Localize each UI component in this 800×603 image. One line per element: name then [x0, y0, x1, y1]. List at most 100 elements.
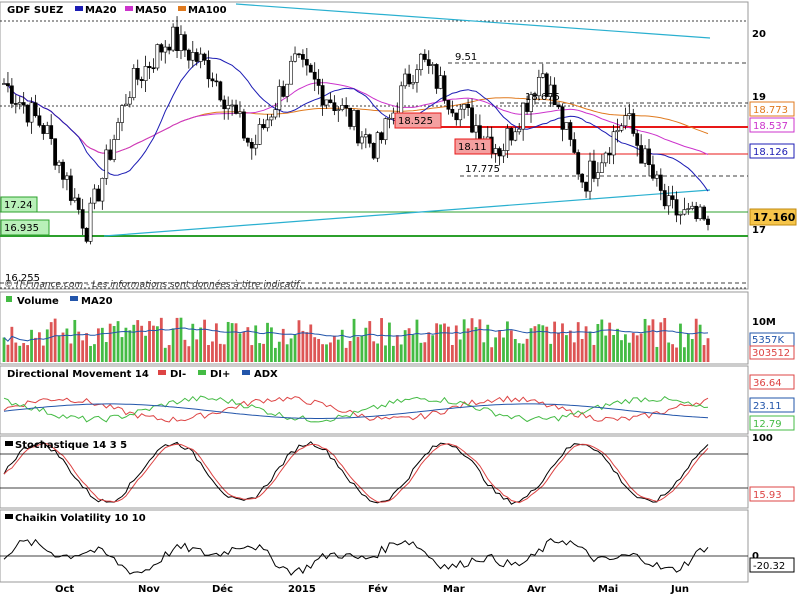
candle-body [234, 104, 238, 114]
volume-bar [423, 342, 427, 362]
candle-body [33, 102, 38, 117]
candle-body [6, 83, 10, 87]
candle-body [356, 110, 360, 144]
candle-body [454, 112, 459, 121]
volume-axis: 10M [752, 317, 776, 328]
candle-body [615, 129, 620, 133]
volume-legend-swatch [6, 296, 12, 302]
candle-body [214, 80, 219, 83]
candle-body [399, 85, 404, 115]
volume-bar [419, 342, 423, 362]
volume-bar [683, 347, 686, 362]
candle-body [9, 85, 14, 104]
candle-body [230, 104, 235, 107]
watermark: © IT-Finance.com - Les informations sont… [4, 279, 302, 290]
volume-bar [620, 340, 623, 362]
candle-body [61, 161, 65, 180]
candle-body [592, 160, 596, 179]
x-label-dec: Déc [212, 583, 233, 595]
candle-body [352, 110, 356, 127]
dmi-badge-adx [749, 397, 795, 413]
candle-body [289, 60, 294, 85]
volume-bar [631, 332, 635, 362]
candle-body [336, 109, 341, 111]
volume-bar [616, 328, 619, 362]
candle-body [674, 199, 679, 216]
candle-body [80, 209, 85, 229]
candle-body [304, 59, 309, 66]
volume-bar [549, 343, 553, 362]
price-tick-19: 19 [752, 92, 766, 103]
candle-body [245, 137, 250, 143]
candle-body [367, 134, 372, 144]
candle-body [391, 112, 396, 119]
volume-ma-line [3, 327, 709, 342]
candle-body [340, 105, 345, 110]
legend-swatch-ma50 [125, 6, 133, 11]
candle-body [179, 34, 183, 51]
chaikin-legend-swatch [5, 514, 13, 519]
candle-body [572, 139, 577, 153]
stoch-d-line [3, 442, 709, 504]
volume-bar [443, 323, 446, 362]
candle-body [497, 148, 502, 157]
chaikin-axis: 0 [752, 551, 759, 562]
volume-bar [266, 322, 269, 362]
volume-bar [663, 317, 667, 362]
candle-body [635, 133, 640, 146]
volume-bar [258, 343, 262, 362]
candle-body [257, 124, 262, 145]
candle-body [666, 195, 671, 207]
price-tick-17: 17 [752, 225, 766, 236]
volume-bar [360, 335, 364, 362]
candle-body [183, 34, 187, 51]
dmi-legend-swatch-adx [242, 370, 250, 375]
candle-body [686, 208, 691, 210]
candle-body [651, 164, 655, 179]
volume-bar [639, 333, 643, 362]
volume-bar [289, 338, 293, 362]
candle-body [167, 46, 172, 51]
volume-bar [301, 330, 305, 362]
volume-panel-frame [0, 291, 749, 365]
volume-bar [69, 343, 73, 362]
volume-bar [356, 337, 360, 362]
candle-body [533, 94, 537, 97]
volume-ma-swatch [70, 296, 78, 301]
price-tick-20: 20 [752, 29, 766, 40]
volume-bar [643, 318, 647, 362]
volume-bar [596, 324, 600, 362]
volume-bar [403, 330, 407, 362]
volume-badge-last-text: 303512 [752, 348, 790, 359]
ma100-line [3, 83, 709, 154]
volume-bar [313, 337, 317, 362]
candle-body [320, 85, 325, 106]
candle-body [68, 175, 73, 201]
volume-bar [380, 318, 383, 362]
volume-bar [364, 327, 368, 362]
volume-bar [439, 324, 442, 362]
volume-bar [557, 332, 560, 362]
candle-body [706, 218, 710, 225]
candle-body [100, 177, 105, 202]
volume-bar [325, 344, 328, 362]
volume-bar [458, 339, 462, 362]
volume-bar [214, 323, 218, 362]
candle-body [462, 103, 467, 110]
volume-bar [93, 344, 96, 362]
dmi-legend-swatch-di-plus [198, 370, 206, 375]
box-label-1724: 17.24 [4, 200, 33, 211]
candle-body [422, 53, 427, 60]
volume-bar [14, 342, 18, 362]
candle-body [324, 99, 329, 106]
volume-bar [234, 323, 238, 362]
volume-bar [450, 344, 454, 362]
dmi-legend-adx: ADX [254, 369, 278, 380]
candle-body [206, 60, 211, 80]
volume-bar [608, 322, 612, 362]
volume-bar [152, 325, 155, 362]
volume-bar [592, 344, 596, 362]
candle-body [639, 145, 644, 164]
volume-bar [281, 328, 285, 362]
dmi-legend-di-minus: DI- [170, 369, 186, 380]
